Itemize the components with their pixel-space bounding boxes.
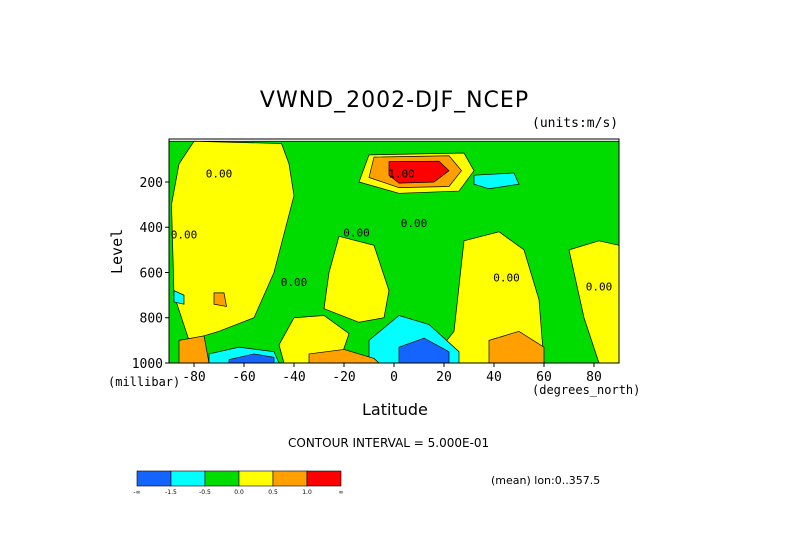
shaded-region [173,290,185,305]
x-tick-label: -80 [182,370,205,385]
colorbar-swatch [204,470,240,487]
shaded-region [323,235,390,323]
shaded-region [171,140,295,341]
shaded-region [473,172,520,190]
x-tick-label: -60 [232,370,255,385]
colorbar-swatch [272,470,308,487]
x-tick-label: 60 [536,370,552,385]
shaded-region [178,335,210,363]
colorbar-label: -1.5 [165,489,177,496]
x-axis-label: Latitude [362,400,428,419]
colorbar-label: 0.5 [268,489,278,496]
shaded-region [568,240,619,363]
longitude-subtitle: (mean) lon:0..357.5 [491,474,601,487]
colorbar-label: -∞ [133,489,140,496]
contour-interval-label: CONTOUR INTERVAL = 5.000E-01 [288,436,490,450]
shaded-region [388,160,450,184]
colorbar-label: -0.5 [199,489,211,496]
x-tick-label: 40 [486,370,502,385]
y-tick-label: 400 [140,221,163,236]
y-tick-label: 800 [140,312,163,327]
contour-value-label: 0.00 [493,272,520,285]
x-tick-label: -40 [282,370,305,385]
shaded-region [488,330,545,363]
colorbar-swatch [170,470,206,487]
contour-value-label: 0.00 [401,217,428,230]
x-tick-label: 80 [586,370,602,385]
x-tick-label: 20 [436,370,452,385]
colorbar-swatch [136,470,172,487]
colorbar-label: 1.0 [302,489,312,496]
y-tick-label: 200 [140,176,163,191]
y-tick-label: 1000 [132,357,163,372]
colorbar-label: 0.0 [234,489,244,496]
units-label: (units:m/s) [532,116,619,131]
shaded-regions [169,140,619,363]
shaded-region [228,353,275,363]
colorbar-swatch [238,470,274,487]
contour-value-label: 0.00 [343,226,370,239]
contour-value-label: 0.00 [281,276,308,289]
contour-value-label: 0.00 [586,281,613,294]
colorbar-swatch [306,470,342,487]
shaded-region [213,292,227,307]
chart-title: VWND_2002-DJF_NCEP [259,88,530,113]
colorbar-label: ∞ [339,489,344,496]
contour-value-label: 0.00 [171,229,198,242]
shaded-region [428,231,545,363]
x-tick-label: -20 [332,370,355,385]
x-tick-label: 0 [390,370,398,385]
shaded-region [308,349,380,363]
y-tick-label: 600 [140,266,163,281]
y-axis-units: (millibar) [108,375,181,389]
shaded-region [398,337,450,363]
contour-value-label: 0.00 [206,167,233,180]
contour-value-label: 1.00 [388,167,415,180]
x-axis-units: (degrees_north) [532,383,641,397]
